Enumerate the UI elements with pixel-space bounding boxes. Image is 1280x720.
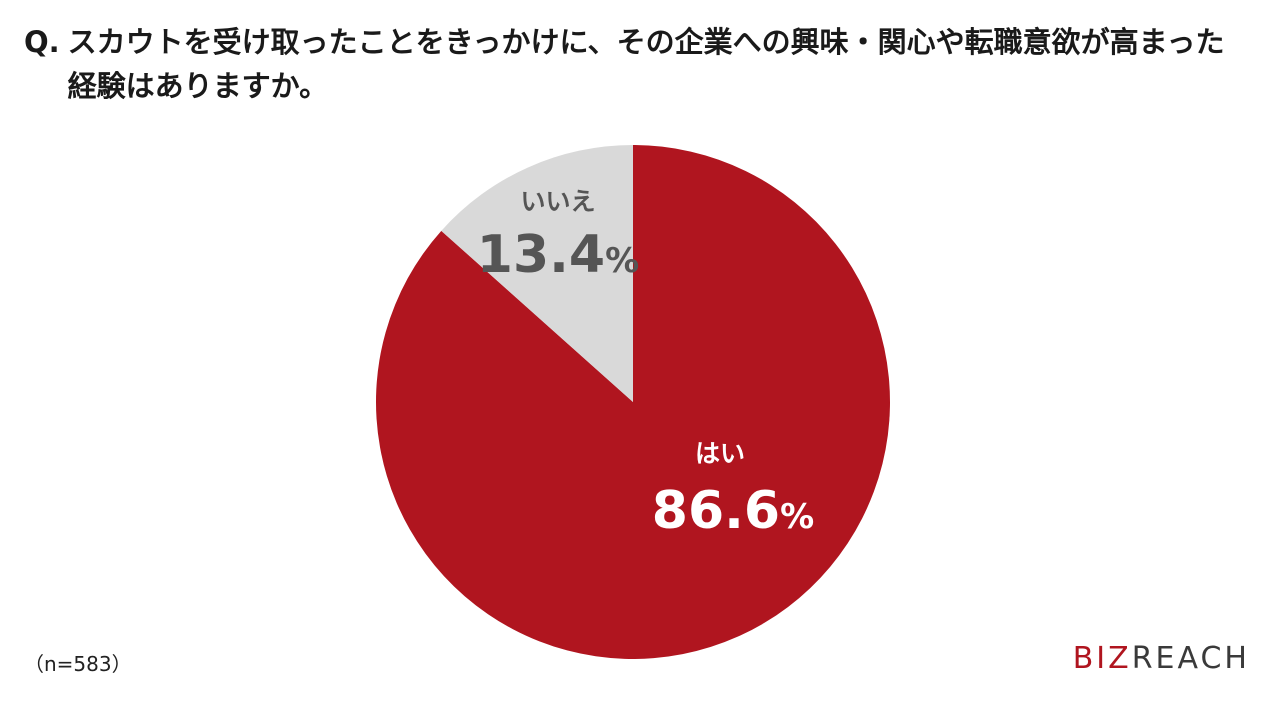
question-heading: Q. スカウトを受け取ったことをきっかけに、その企業への興味・関心や転職意欲が高… (24, 20, 1244, 108)
slice-value-yes: 86.6% (652, 481, 814, 541)
pie-slice-yes (376, 145, 891, 660)
slice-value-no: 13.4% (477, 225, 639, 285)
question-text: スカウトを受け取ったことをきっかけに、その企業への興味・関心や転職意欲が高まった… (67, 25, 1225, 103)
logo-biz-text: BIZ (1072, 641, 1132, 676)
question-prefix: Q. (24, 25, 60, 59)
slice-label-no: いいえ (520, 187, 595, 216)
pie-slice-no (441, 145, 633, 402)
logo-reach-text: REACH (1131, 641, 1250, 676)
slice-label-yes: はい (695, 439, 745, 468)
bizreach-logo: BIZ REACH (1073, 642, 1250, 676)
sample-size-note: （n=583） (24, 652, 132, 676)
